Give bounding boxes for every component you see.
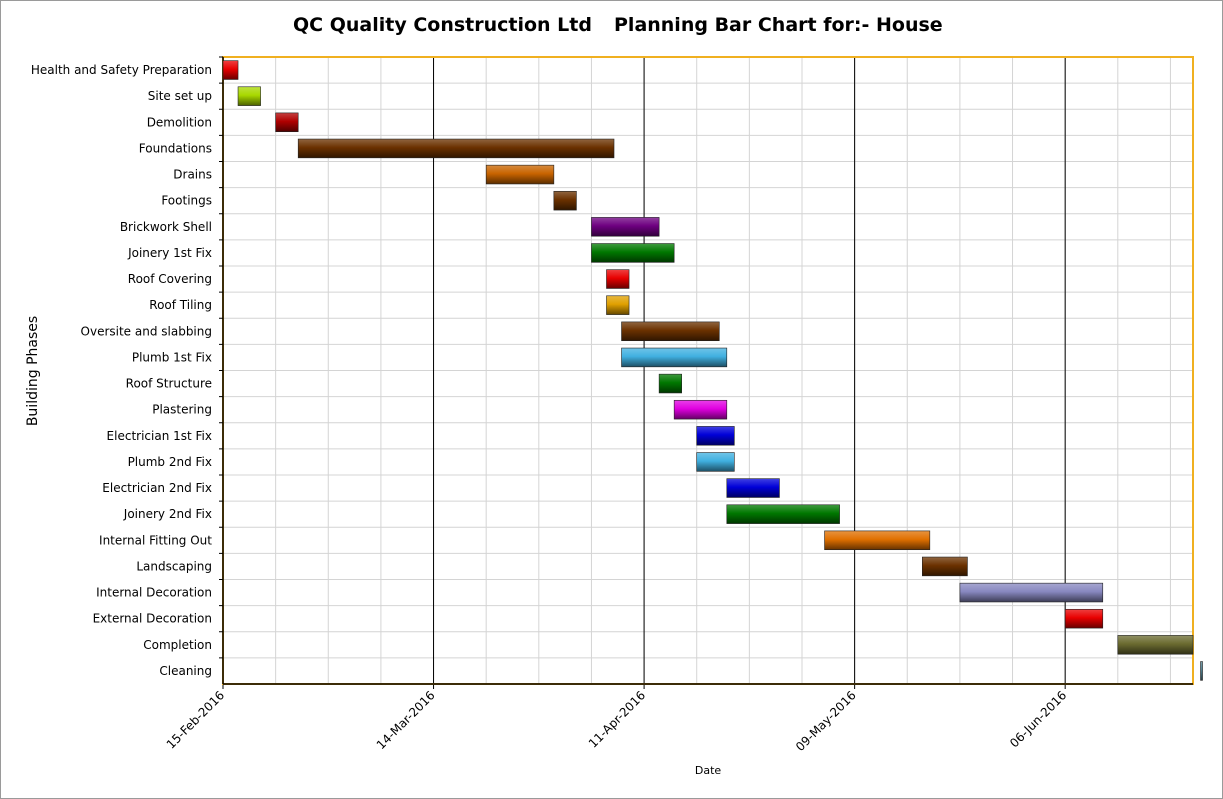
task-bar [1200, 661, 1203, 681]
y-category-label: Plumb 1st Fix [132, 350, 212, 364]
task-bar [673, 399, 728, 420]
x-tick-label: 11-Apr-2016 [586, 688, 648, 750]
y-category-label: Roof Tiling [149, 298, 212, 312]
y-category-label: Footings [161, 194, 212, 208]
y-category-label: Health and Safety Preparation [31, 63, 212, 77]
y-category-label: Plastering [152, 403, 212, 417]
task-bar [922, 556, 968, 577]
task-bar [222, 60, 239, 80]
y-category-label: Site set up [148, 89, 212, 103]
y-category-label: Roof Structure [126, 377, 212, 391]
task-bar [606, 269, 630, 289]
y-category-label: Completion [143, 638, 212, 652]
x-tick-label: 06-Jun-2016 [1007, 688, 1069, 750]
y-category-label: Demolition [147, 115, 212, 129]
task-bar [621, 321, 720, 342]
task-bar [726, 504, 840, 524]
task-bar [297, 138, 615, 159]
task-bar [696, 452, 735, 472]
y-category-label: Electrician 2nd Fix [102, 481, 212, 495]
task-bar [591, 217, 660, 237]
chart-title: Planning Bar Chart for:- House [614, 14, 943, 36]
task-bar [553, 190, 577, 211]
task-bar [275, 112, 299, 133]
y-category-label: Joinery 2nd Fix [123, 507, 212, 521]
task-bar [824, 530, 931, 551]
task-bar [237, 86, 261, 106]
y-category-label: Cleaning [159, 664, 212, 678]
task-bar [606, 295, 630, 315]
y-category-label: External Decoration [93, 612, 212, 626]
task-bar [959, 582, 1104, 603]
y-category-label: Brickwork Shell [120, 220, 212, 234]
y-category-label: Electrician 1st Fix [107, 429, 212, 443]
x-axis-label: Date [694, 764, 722, 777]
task-bar [658, 373, 682, 394]
task-bar [591, 243, 675, 263]
company-title: QC Quality Construction Ltd [293, 14, 592, 36]
y-category-label: Foundations [139, 141, 212, 155]
x-tick-label: 15-Feb-2016 [164, 688, 227, 751]
y-category-label: Roof Covering [128, 272, 212, 286]
x-tick-label: 09-May-2016 [793, 688, 859, 754]
task-bar [1064, 608, 1104, 629]
task-bar [696, 426, 735, 446]
y-category-label: Landscaping [136, 559, 212, 573]
task-bar [621, 347, 728, 368]
task-bar [726, 478, 780, 498]
y-category-label: Internal Fitting Out [99, 533, 212, 547]
y-category-label: Oversite and slabbing [81, 324, 212, 338]
x-tick-label: 14-Mar-2016 [374, 688, 438, 752]
y-category-label: Internal Decoration [96, 586, 212, 600]
task-bar [485, 164, 555, 185]
y-category-label: Plumb 2nd Fix [128, 455, 212, 469]
y-category-label: Joinery 1st Fix [127, 246, 212, 260]
task-bar [1117, 635, 1194, 655]
y-category-label: Drains [173, 168, 212, 182]
